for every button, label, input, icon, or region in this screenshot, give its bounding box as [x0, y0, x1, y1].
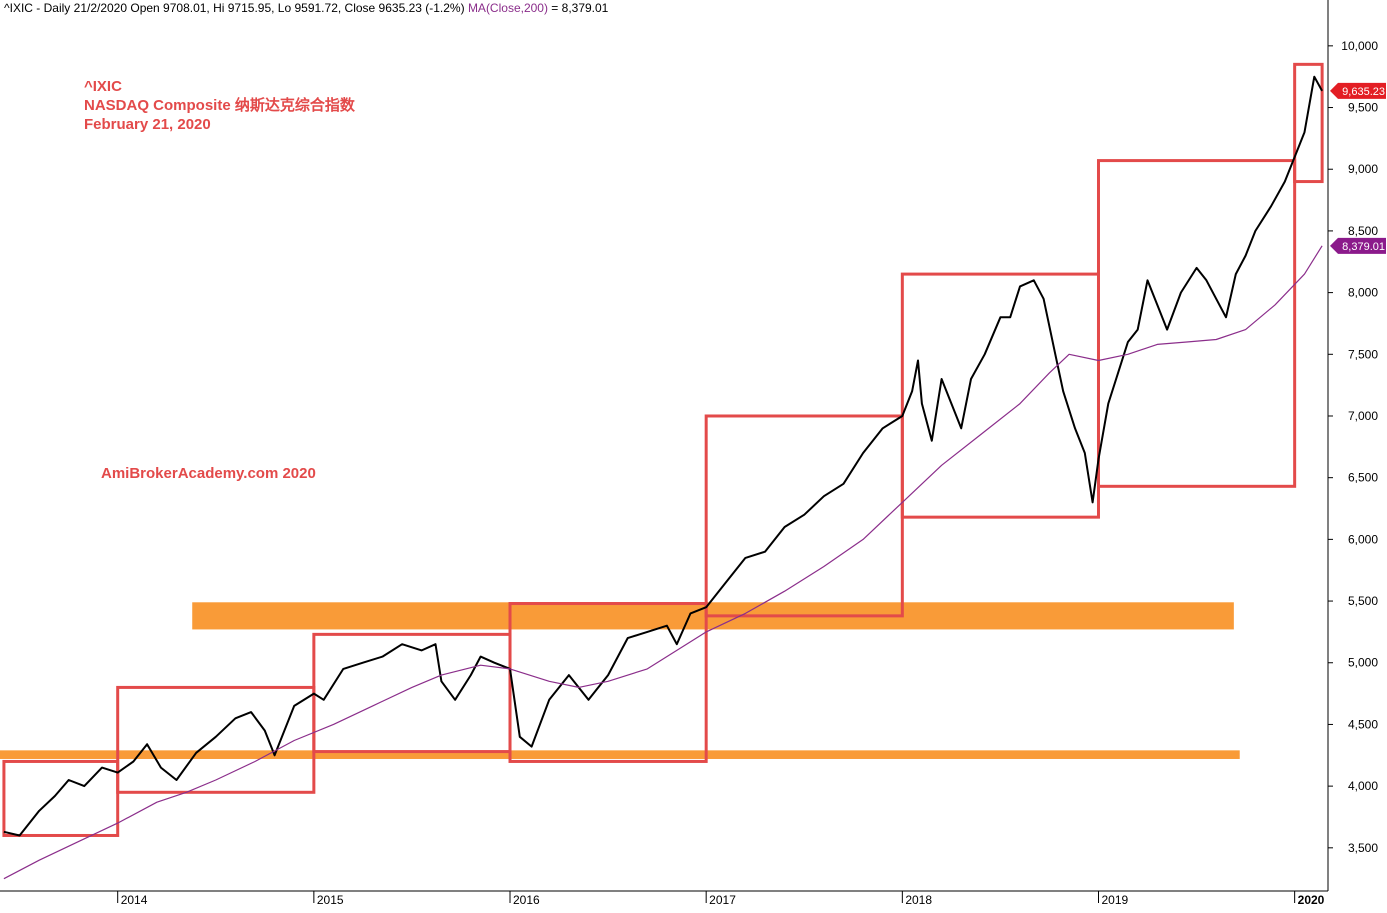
annotation-name: NASDAQ Composite 纳斯达克综合指数: [84, 97, 355, 114]
x-tick-label: 2014: [121, 893, 148, 907]
y-tick-label: 9,000: [1348, 162, 1378, 176]
header-quote: ^IXIC - Daily 21/2/2020 Open 9708.01, Hi…: [4, 1, 465, 15]
year-range-box-1: [116, 685, 316, 794]
last-ma-tag-bg: [1330, 237, 1386, 254]
y-tick-label: 6,500: [1348, 471, 1378, 485]
year-range-box-7: [1293, 62, 1324, 184]
y-tick-label: 9,500: [1348, 101, 1378, 115]
ma-series-line: [3, 245, 1323, 880]
y-tick-label: 7,000: [1348, 409, 1378, 423]
y-tick-label: 4,500: [1348, 717, 1378, 731]
y-tick-label: 7,500: [1348, 347, 1378, 361]
header-ma-value: = 8,379.01: [547, 1, 609, 15]
year-range-box-4: [704, 414, 904, 618]
year-range-box-0: [2, 759, 120, 837]
year-range-box-2: [312, 632, 512, 754]
year-range-box-6: [1096, 159, 1297, 488]
last-ma-tag: 8,379.01: [1342, 241, 1385, 253]
x-tick-label: 2020: [1298, 893, 1325, 907]
y-tick-label: 3,500: [1348, 841, 1378, 855]
price-series-line: [3, 75, 1323, 837]
year-range-box-5: [900, 272, 1100, 519]
x-tick-label: 2016: [513, 893, 540, 907]
year-range-box-3: [508, 602, 708, 763]
x-tick-label: 2017: [709, 893, 736, 907]
y-tick-label: 8,500: [1348, 224, 1378, 238]
chart-header: ^IXIC - Daily 21/2/2020 Open 9708.01, Hi…: [4, 1, 608, 15]
y-tick-label: 5,500: [1348, 594, 1378, 608]
x-tick-label: 2015: [317, 893, 344, 907]
last-close-tag-bg: [1330, 82, 1386, 99]
x-tick-label: 2019: [1101, 893, 1128, 907]
y-tick-label: 4,000: [1348, 779, 1378, 793]
y-tick-label: 5,000: [1348, 656, 1378, 670]
annotation-ticker: ^IXIC: [84, 78, 122, 95]
last-close-tag: 9,635.23: [1342, 86, 1385, 98]
support-band-1: [0, 750, 1240, 759]
y-tick-label: 10,000: [1341, 39, 1378, 53]
y-tick-label: 8,000: [1348, 286, 1378, 300]
header-ma-label: MA(Close,200): [467, 1, 548, 15]
y-tick-label: 6,000: [1348, 532, 1378, 546]
annotation-date: February 21, 2020: [84, 116, 211, 133]
x-tick-label: 2018: [905, 893, 932, 907]
annotation-watermark: AmiBrokerAcademy.com 2020: [101, 465, 316, 482]
